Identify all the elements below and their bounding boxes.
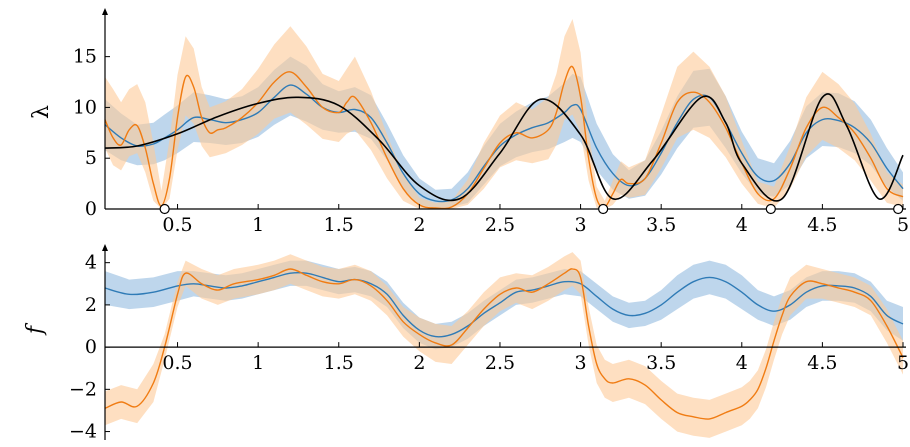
top-x-ticks: 0.5 1 1.5 2 2.5 3 3.5 4 4.5 5 xyxy=(162,204,909,236)
bottom-x-tick-label-6: 3.5 xyxy=(646,352,676,374)
bottom-x-tick-label-2: 1.5 xyxy=(324,352,354,374)
top-x-tick-label-0: 0.5 xyxy=(162,214,192,236)
bottom-y-tick-label-4: 4 xyxy=(85,252,97,274)
top-x-tick-label-6: 3.5 xyxy=(646,214,676,236)
top-y-ticks: 0 5 10 15 xyxy=(73,46,110,220)
bottom-lines xyxy=(104,268,904,420)
top-x-tick-label-2: 1.5 xyxy=(324,214,354,236)
top-band-model-2 xyxy=(105,19,903,209)
top-plot: 0.5 1 1.5 2 2.5 3 3.5 4 4.5 5 0 5 10 15 λ xyxy=(29,8,909,236)
bottom-y-tick-label-0: −4 xyxy=(69,421,97,443)
bottom-y-axis-arrow xyxy=(102,244,108,251)
top-x-tick-label-7: 4 xyxy=(736,214,748,236)
top-band-model-2-mean xyxy=(105,19,903,209)
top-x-tick-label-8: 4.5 xyxy=(807,214,837,236)
bottom-axes xyxy=(102,244,906,440)
top-x-tick-label-4: 2.5 xyxy=(485,214,515,236)
bottom-y-tick-label-3: 2 xyxy=(85,294,97,316)
bottom-x-tick-label-7: 4 xyxy=(736,352,748,374)
top-line-true-function xyxy=(104,93,904,202)
top-marker-0 xyxy=(159,203,170,215)
top-line-model-1-mean xyxy=(104,84,904,203)
top-lines xyxy=(104,65,904,210)
top-y-tick-label-0: 0 xyxy=(85,198,97,220)
bottom-line-model-1-mean xyxy=(104,271,904,338)
bottom-x-tick-label-5: 3 xyxy=(575,352,587,374)
top-x-tick-label-3: 2 xyxy=(413,214,425,236)
top-markers xyxy=(159,203,904,215)
bottom-x-tick-label-0: 0.5 xyxy=(162,352,192,374)
top-y-axis-arrow xyxy=(102,8,108,15)
bottom-x-tick-label-8: 4.5 xyxy=(807,352,837,374)
top-x-tick-label-9: 5 xyxy=(897,214,909,236)
bottom-y-tick-label-2: 0 xyxy=(85,336,97,358)
top-marker-1 xyxy=(598,203,609,215)
bottom-x-tick-label-1: 1 xyxy=(252,352,264,374)
bottom-band-model-2 xyxy=(105,252,903,438)
bottom-x-tick-label-4: 2.5 xyxy=(485,352,515,374)
top-x-tick-label-1: 1 xyxy=(252,214,264,236)
top-x-tick-label-5: 3 xyxy=(575,214,587,236)
bottom-band-model-2-mean xyxy=(105,252,903,438)
top-marker-2 xyxy=(765,203,776,215)
top-marker-3 xyxy=(893,203,904,215)
top-y-tick-label-1: 5 xyxy=(85,147,97,169)
bottom-x-tick-label-3: 2 xyxy=(413,352,425,374)
bottom-x-ticks: 0.5 1 1.5 2 2.5 3 3.5 4 4.5 5 xyxy=(162,342,909,374)
top-y-axis-label: λ xyxy=(29,105,54,119)
bottom-y-axis-label: f xyxy=(23,322,48,336)
bottom-y-tick-label-1: −2 xyxy=(69,378,97,400)
bottom-line-model-2-mean xyxy=(104,268,904,420)
bottom-plot: 0.5 1 1.5 2 2.5 3 3.5 4 4.5 5 −4 −2 0 2 4 f xyxy=(23,244,909,443)
top-y-tick-label-3: 15 xyxy=(73,46,97,68)
bottom-y-ticks: −4 −2 0 2 4 xyxy=(69,252,110,443)
top-y-tick-label-2: 10 xyxy=(73,96,97,118)
bottom-x-tick-label-9: 5 xyxy=(897,352,909,374)
